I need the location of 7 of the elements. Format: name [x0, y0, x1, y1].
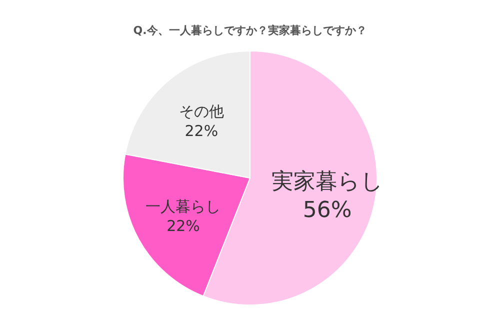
- slice-label: 一人暮らし: [146, 198, 221, 216]
- data-label: 22%: [184, 122, 218, 140]
- data-label: 22%: [166, 217, 200, 236]
- slice-label: 実家暮らし: [271, 169, 384, 194]
- data-label: 56%: [302, 198, 352, 223]
- chart-title: Q.今、一人暮らしですか？実家暮らしですか？: [133, 24, 367, 37]
- slice-label: その他: [178, 102, 224, 120]
